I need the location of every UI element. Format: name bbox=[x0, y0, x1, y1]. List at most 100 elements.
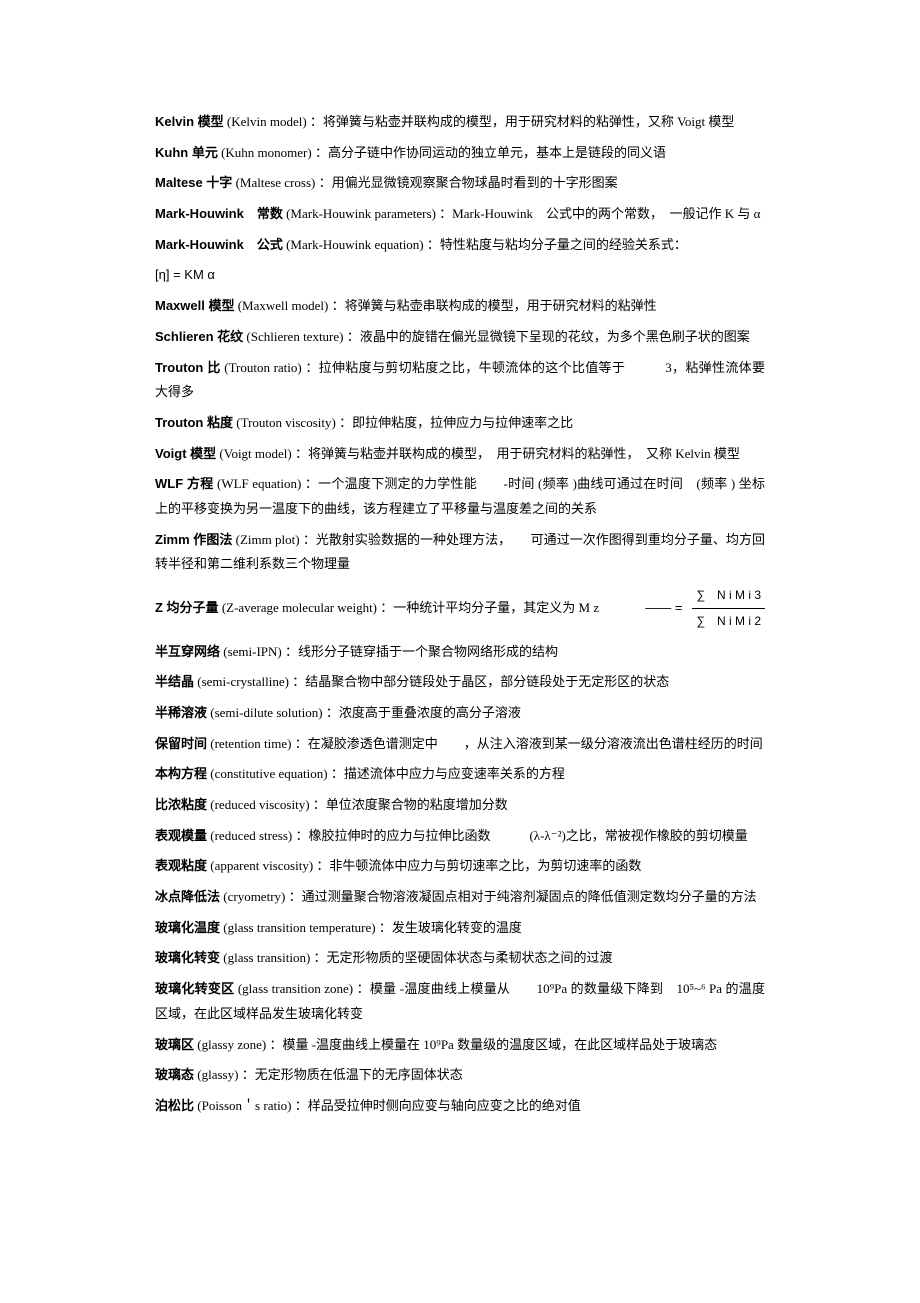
glossary-entry: Voigt 模型 (Voigt model) ：将弹簧与粘壶并联构成的模型， 用… bbox=[155, 442, 765, 467]
term: Trouton 比 bbox=[155, 360, 221, 375]
definition: ：一种统计平均分子量，其定义为 M z bbox=[377, 600, 599, 615]
glossary-entry: Trouton 比 (Trouton ratio) ：拉伸粘度与剪切粘度之比，牛… bbox=[155, 356, 765, 405]
glossary-entry: 玻璃区 (glassy zone) ：模量 -温度曲线上模量在 10⁹Pa 数量… bbox=[155, 1033, 765, 1058]
formula: [η] = KM α bbox=[155, 263, 765, 288]
term-english: (apparent viscosity) bbox=[207, 858, 313, 873]
definition: ：特性粘度与粘均分子量之间的经验关系式： bbox=[424, 237, 687, 252]
definition: ：橡胶拉伸时的应力与拉伸比函数 (λ-λ⁻²)之比，常被视作橡胶的剪切模量 bbox=[292, 828, 748, 843]
glossary-entry: 半稀溶液 (semi-dilute solution) ：浓度高于重叠浓度的高分… bbox=[155, 701, 765, 726]
glossary-entry: 表观粘度 (apparent viscosity) ：非牛顿流体中应力与剪切速率… bbox=[155, 854, 765, 879]
term: 玻璃化转变 bbox=[155, 950, 220, 965]
term-english: (Schlieren texture) bbox=[243, 329, 343, 344]
term: 玻璃态 bbox=[155, 1067, 194, 1082]
term-english: (glass transition temperature) bbox=[220, 920, 376, 935]
term-english: (Zimm plot) bbox=[232, 532, 299, 547]
term: Voigt 模型 bbox=[155, 446, 216, 461]
term-english: (Poisson＇s ratio) bbox=[194, 1098, 292, 1113]
term-english: (Trouton viscosity) bbox=[233, 415, 336, 430]
glossary-entry: 玻璃化转变区 (glass transition zone) ：模量 -温度曲线… bbox=[155, 977, 765, 1026]
definition: ：样品受拉伸时侧向应变与轴向应变之比的绝对值 bbox=[292, 1098, 581, 1113]
term-english: (Mark-Houwink equation) bbox=[283, 237, 424, 252]
definition: ：模量 -温度曲线上模量在 10⁹Pa 数量级的温度区域，在此区域样品处于玻璃态 bbox=[266, 1037, 717, 1052]
term-english: (reduced viscosity) bbox=[207, 797, 310, 812]
term-english: (cryometry) bbox=[220, 889, 285, 904]
definition: ：无定形物质在低温下的无序固体状态 bbox=[238, 1067, 462, 1082]
term-english: (Kuhn monomer) bbox=[218, 145, 312, 160]
term: Z 均分子量 bbox=[155, 600, 219, 615]
glossary-entry: 冰点降低法 (cryometry) ：通过测量聚合物溶液凝固点相对于纯溶剂凝固点… bbox=[155, 885, 765, 910]
term-english: (semi-IPN) bbox=[220, 644, 282, 659]
definition: ：将弹簧与粘壶并联构成的模型， 用于研究材料的粘弹性， 又称 Kelvin 模型 bbox=[292, 446, 740, 461]
definition: ：发生玻璃化转变的温度 bbox=[376, 920, 522, 935]
definition: ：结晶聚合物中部分链段处于晶区，部分链段处于无定形区的状态 bbox=[289, 674, 669, 689]
glossary-entry: 半互穿网络 (semi-IPN) ：线形分子链穿插于一个聚合物网络形成的结构 bbox=[155, 640, 765, 665]
term-english: (Maxwell model) bbox=[234, 298, 328, 313]
term-english: (constitutive equation) bbox=[207, 766, 328, 781]
term: 玻璃区 bbox=[155, 1037, 194, 1052]
term: Schlieren 花纹 bbox=[155, 329, 243, 344]
document-page: Kelvin 模型 (Kelvin model) ：将弹簧与粘壶并联构成的模型，… bbox=[0, 0, 920, 1185]
definition: ：将弹簧与粘壶串联构成的模型，用于研究材料的粘弹性 bbox=[328, 298, 656, 313]
glossary-entry: 本构方程 (constitutive equation) ：描述流体中应力与应变… bbox=[155, 762, 765, 787]
definition: ：将弹簧与粘壶并联构成的模型，用于研究材料的粘弹性，又称 Voigt 模型 bbox=[307, 114, 735, 129]
term: Kuhn 单元 bbox=[155, 145, 218, 160]
glossary-entry: Zimm 作图法 (Zimm plot) ：光散射实验数据的一种处理方法， 可通… bbox=[155, 528, 765, 577]
term: 半稀溶液 bbox=[155, 705, 207, 720]
definition: ：线形分子链穿插于一个聚合物网络形成的结构 bbox=[282, 644, 558, 659]
term: 表观模量 bbox=[155, 828, 207, 843]
term-english: (semi-crystalline) bbox=[194, 674, 289, 689]
term: Zimm 作图法 bbox=[155, 532, 232, 547]
glossary-entry: Maxwell 模型 (Maxwell model) ：将弹簧与粘壶串联构成的模… bbox=[155, 294, 765, 319]
term: 半互穿网络 bbox=[155, 644, 220, 659]
fraction-numerator: ∑ N i M i 3 bbox=[692, 583, 765, 609]
glossary-entry: Mark-Houwink 常数 (Mark-Houwink parameters… bbox=[155, 202, 765, 227]
term: 比浓粘度 bbox=[155, 797, 207, 812]
term: Mark-Houwink 常数 bbox=[155, 206, 283, 221]
term-english: (Trouton ratio) bbox=[221, 360, 302, 375]
glossary-entry: 玻璃化转变 (glass transition) ：无定形物质的坚硬固体状态与柔… bbox=[155, 946, 765, 971]
term-english: (Voigt model) bbox=[216, 446, 292, 461]
glossary-entry: WLF 方程 (WLF equation) ：一个温度下测定的力学性能 -时间 … bbox=[155, 472, 765, 521]
definition: ：即拉伸粘度，拉伸应力与拉伸速率之比 bbox=[336, 415, 573, 430]
glossary-entry: Trouton 粘度 (Trouton viscosity) ：即拉伸粘度，拉伸… bbox=[155, 411, 765, 436]
term: Maltese 十字 bbox=[155, 175, 232, 190]
term-english: (Mark-Houwink parameters) bbox=[283, 206, 436, 221]
glossary-entry: 玻璃态 (glassy) ：无定形物质在低温下的无序固体状态 bbox=[155, 1063, 765, 1088]
term: Mark-Houwink 公式 bbox=[155, 237, 283, 252]
fraction-prefix: —— = bbox=[645, 596, 682, 621]
fraction-denominator: ∑ N i M i 2 bbox=[692, 609, 765, 634]
term: 玻璃化温度 bbox=[155, 920, 220, 935]
definition: ：Mark-Houwink 公式中的两个常数， 一般记作 K 与 α bbox=[436, 206, 761, 221]
term: 表观粘度 bbox=[155, 858, 207, 873]
glossary-entry: 比浓粘度 (reduced viscosity) ：单位浓度聚合物的粘度增加分数 bbox=[155, 793, 765, 818]
glossary-entry: Kelvin 模型 (Kelvin model) ：将弹簧与粘壶并联构成的模型，… bbox=[155, 110, 765, 135]
glossary-entry: Mark-Houwink 公式 (Mark-Houwink equation) … bbox=[155, 233, 765, 258]
definition: ：在凝胶渗透色谱测定中 ，从注入溶液到某一级分溶液流出色谱柱经历的时间 bbox=[291, 736, 762, 751]
term-english: (glass transition) bbox=[220, 950, 310, 965]
term-english: (glass transition zone) bbox=[234, 981, 353, 996]
glossary-entry: Schlieren 花纹 (Schlieren texture) ：液晶中的旋错… bbox=[155, 325, 765, 350]
definition: ：非牛顿流体中应力与剪切速率之比，为剪切速率的函数 bbox=[313, 858, 641, 873]
definition: ：描述流体中应力与应变速率关系的方程 bbox=[328, 766, 565, 781]
definition: ：用偏光显微镜观察聚合物球晶时看到的十字形图案 bbox=[315, 175, 617, 190]
glossary-entry: Maltese 十字 (Maltese cross) ：用偏光显微镜观察聚合物球… bbox=[155, 171, 765, 196]
definition: ：液晶中的旋错在偏光显微镜下呈现的花纹，为多个黑色刷子状的图案 bbox=[343, 329, 749, 344]
term-english: (Maltese cross) bbox=[232, 175, 315, 190]
term: 泊松比 bbox=[155, 1098, 194, 1113]
term: 本构方程 bbox=[155, 766, 207, 781]
term: 保留时间 bbox=[155, 736, 207, 751]
term-english: (glassy zone) bbox=[194, 1037, 266, 1052]
term-english: (semi-dilute solution) bbox=[207, 705, 323, 720]
glossary-entry: 玻璃化温度 (glass transition temperature) ：发生… bbox=[155, 916, 765, 941]
term-english: (retention time) bbox=[207, 736, 291, 751]
definition: ：无定形物质的坚硬固体状态与柔韧状态之间的过渡 bbox=[310, 950, 612, 965]
glossary-entry: Kuhn 单元 (Kuhn monomer) ：高分子链中作协同运动的独立单元，… bbox=[155, 141, 765, 166]
term-english: (reduced stress) bbox=[207, 828, 292, 843]
definition: ：单位浓度聚合物的粘度增加分数 bbox=[310, 797, 508, 812]
term: WLF 方程 bbox=[155, 476, 214, 491]
term: Trouton 粘度 bbox=[155, 415, 233, 430]
glossary-entry: 表观模量 (reduced stress) ：橡胶拉伸时的应力与拉伸比函数 (λ… bbox=[155, 824, 765, 849]
term-english: (Kelvin model) bbox=[224, 114, 307, 129]
definition: ：浓度高于重叠浓度的高分子溶液 bbox=[323, 705, 521, 720]
fraction: ∑ N i M i 3∑ N i M i 2 bbox=[692, 583, 765, 634]
